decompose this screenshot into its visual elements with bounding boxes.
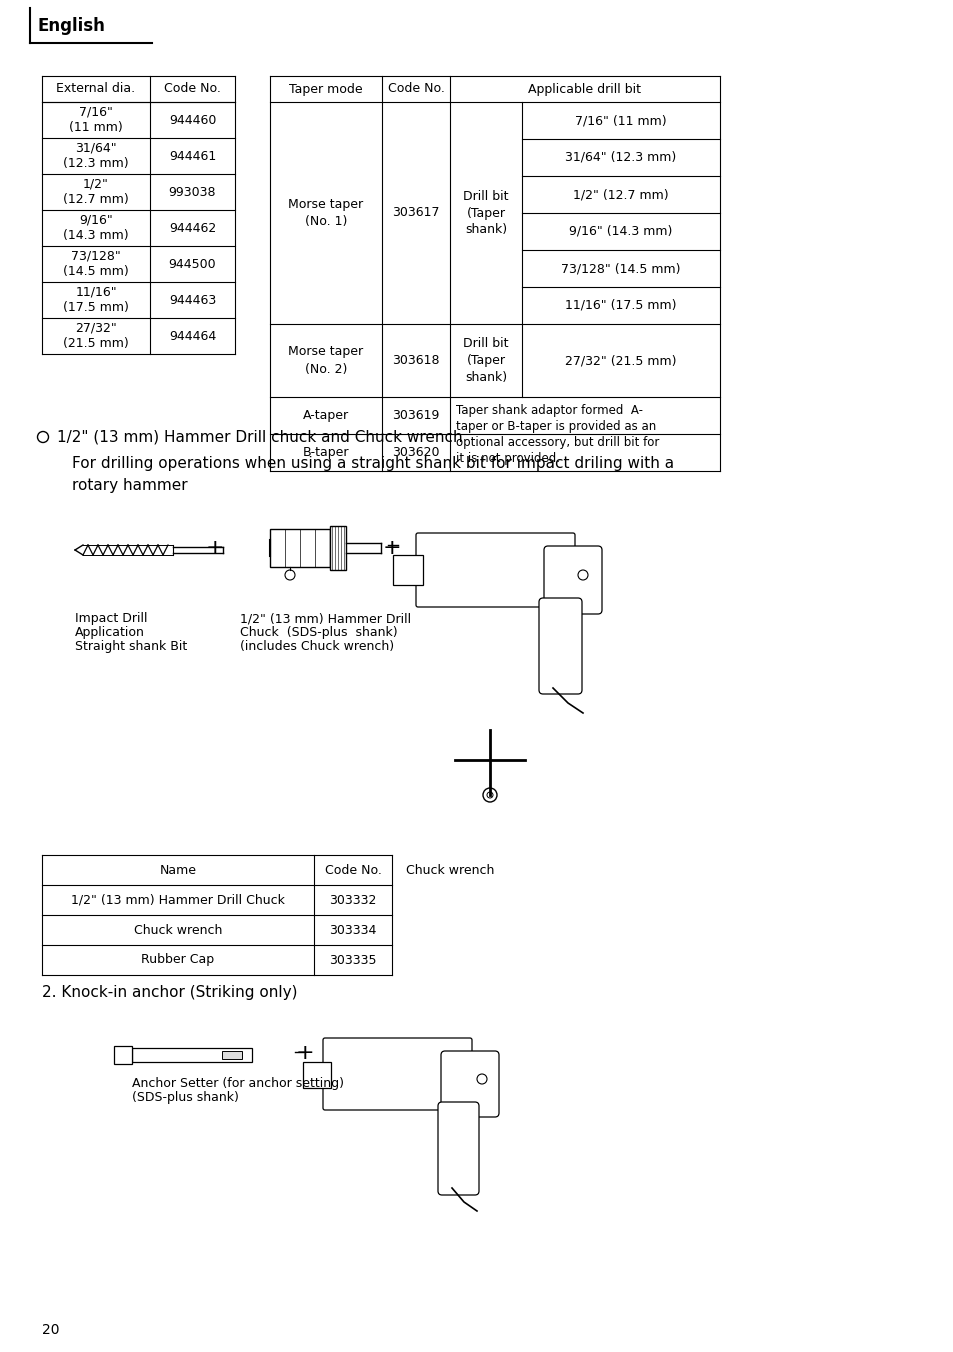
Text: Morse taper
(No. 1): Morse taper (No. 1) bbox=[288, 197, 363, 228]
Text: (includes Chuck wrench): (includes Chuck wrench) bbox=[240, 639, 394, 653]
Bar bbox=[270, 529, 330, 566]
Text: 2. Knock-in anchor (Striking only): 2. Knock-in anchor (Striking only) bbox=[42, 986, 297, 1000]
Text: 944500: 944500 bbox=[169, 257, 216, 270]
Text: rotary hammer: rotary hammer bbox=[71, 479, 188, 493]
FancyBboxPatch shape bbox=[437, 1102, 478, 1195]
Text: Taper mode: Taper mode bbox=[289, 82, 362, 96]
Text: 9/16" (14.3 mm): 9/16" (14.3 mm) bbox=[569, 224, 672, 238]
Text: 944461: 944461 bbox=[169, 150, 216, 162]
Text: 27/32"
(21.5 mm): 27/32" (21.5 mm) bbox=[63, 322, 129, 350]
Text: Chuck wrench: Chuck wrench bbox=[406, 864, 494, 876]
Text: B-taper: B-taper bbox=[302, 446, 349, 458]
Text: A-taper: A-taper bbox=[303, 410, 349, 422]
Text: Code No.: Code No. bbox=[324, 864, 381, 876]
Bar bbox=[303, 1063, 331, 1088]
Text: 944460: 944460 bbox=[169, 114, 216, 127]
Text: Code No.: Code No. bbox=[164, 82, 221, 96]
Text: 1/2" (13 mm) Hammer Drill: 1/2" (13 mm) Hammer Drill bbox=[240, 612, 411, 625]
FancyBboxPatch shape bbox=[440, 1051, 498, 1117]
Text: 31/64" (12.3 mm): 31/64" (12.3 mm) bbox=[565, 151, 676, 164]
Text: 303618: 303618 bbox=[392, 354, 439, 366]
Bar bbox=[393, 556, 422, 585]
Text: 993038: 993038 bbox=[169, 185, 216, 199]
Text: 11/16"
(17.5 mm): 11/16" (17.5 mm) bbox=[63, 285, 129, 315]
Text: 303332: 303332 bbox=[329, 894, 376, 906]
Text: 303620: 303620 bbox=[392, 446, 439, 458]
Text: Anchor Setter (for anchor setting): Anchor Setter (for anchor setting) bbox=[132, 1078, 344, 1090]
Bar bbox=[330, 526, 346, 571]
Text: For drilling operations when using a straight shank bit for impact driling with : For drilling operations when using a str… bbox=[71, 456, 674, 470]
Text: it is not provided.: it is not provided. bbox=[456, 452, 559, 465]
Text: 944462: 944462 bbox=[169, 222, 216, 234]
Text: +: + bbox=[382, 538, 401, 558]
Text: 303617: 303617 bbox=[392, 207, 439, 219]
Bar bbox=[132, 1048, 252, 1063]
Bar bbox=[222, 1051, 242, 1059]
Text: 944463: 944463 bbox=[169, 293, 216, 307]
FancyBboxPatch shape bbox=[416, 533, 575, 607]
Text: External dia.: External dia. bbox=[56, 82, 135, 96]
Text: English: English bbox=[38, 18, 106, 35]
Text: 303334: 303334 bbox=[329, 923, 376, 937]
Text: Chuck wrench: Chuck wrench bbox=[133, 923, 222, 937]
Text: Applicable drill bit: Applicable drill bit bbox=[528, 82, 640, 96]
Text: +: + bbox=[295, 1042, 314, 1063]
Text: Impact Drill: Impact Drill bbox=[75, 612, 148, 625]
Text: 73/128"
(14.5 mm): 73/128" (14.5 mm) bbox=[63, 250, 129, 279]
Text: 1/2" (13 mm) Hammer Drill chuck and Chuck wrench: 1/2" (13 mm) Hammer Drill chuck and Chuc… bbox=[57, 430, 462, 445]
Text: Name: Name bbox=[159, 864, 196, 876]
Text: taper or B-taper is provided as an: taper or B-taper is provided as an bbox=[456, 420, 656, 433]
FancyBboxPatch shape bbox=[323, 1038, 472, 1110]
Text: 7/16"
(11 mm): 7/16" (11 mm) bbox=[69, 105, 123, 134]
Text: Chuck  (SDS-plus  shank): Chuck (SDS-plus shank) bbox=[240, 626, 397, 639]
Text: 1/2" (13 mm) Hammer Drill Chuck: 1/2" (13 mm) Hammer Drill Chuck bbox=[71, 894, 285, 906]
Text: Morse taper
(No. 2): Morse taper (No. 2) bbox=[288, 346, 363, 376]
Text: Drill bit
(Taper
shank): Drill bit (Taper shank) bbox=[463, 337, 508, 384]
Text: Rubber Cap: Rubber Cap bbox=[141, 953, 214, 967]
Text: 31/64"
(12.3 mm): 31/64" (12.3 mm) bbox=[63, 142, 129, 170]
Text: 11/16" (17.5 mm): 11/16" (17.5 mm) bbox=[565, 299, 676, 312]
Text: 27/32" (21.5 mm): 27/32" (21.5 mm) bbox=[565, 354, 676, 366]
Text: 20: 20 bbox=[42, 1324, 59, 1337]
Text: Application: Application bbox=[75, 626, 145, 639]
Text: Straight shank Bit: Straight shank Bit bbox=[75, 639, 187, 653]
Text: 944464: 944464 bbox=[169, 330, 216, 342]
Bar bbox=[113, 1046, 132, 1064]
Text: 1/2" (12.7 mm): 1/2" (12.7 mm) bbox=[573, 188, 668, 201]
FancyBboxPatch shape bbox=[538, 598, 581, 694]
Text: 7/16" (11 mm): 7/16" (11 mm) bbox=[575, 114, 666, 127]
Text: optional accessory, but drill bit for: optional accessory, but drill bit for bbox=[456, 435, 659, 449]
FancyBboxPatch shape bbox=[543, 546, 601, 614]
Text: 73/128" (14.5 mm): 73/128" (14.5 mm) bbox=[560, 262, 680, 274]
Text: 1/2"
(12.7 mm): 1/2" (12.7 mm) bbox=[63, 177, 129, 207]
Text: Drill bit
(Taper
shank): Drill bit (Taper shank) bbox=[463, 189, 508, 237]
Text: 303335: 303335 bbox=[329, 953, 376, 967]
Text: +: + bbox=[206, 538, 224, 558]
Text: 9/16"
(14.3 mm): 9/16" (14.3 mm) bbox=[63, 214, 129, 242]
Text: (SDS-plus shank): (SDS-plus shank) bbox=[132, 1091, 238, 1105]
Text: Code No.: Code No. bbox=[387, 82, 444, 96]
Text: 303619: 303619 bbox=[392, 410, 439, 422]
Text: Taper shank adaptor formed  A-: Taper shank adaptor formed A- bbox=[456, 404, 642, 416]
